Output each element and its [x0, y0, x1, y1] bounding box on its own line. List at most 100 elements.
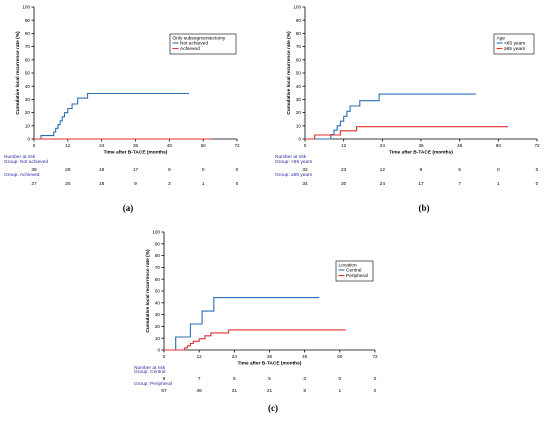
risk-count: 0 — [236, 181, 239, 187]
x-tick-label: 12 — [65, 143, 71, 148]
legend-box — [169, 33, 237, 55]
risk-count: 9 — [163, 376, 166, 382]
risk-group-label: Group: Achieved — [4, 172, 40, 178]
y-tick-label: 90 — [155, 241, 161, 246]
legend-entry: ≥65 years — [504, 46, 526, 52]
x-axis-label: Time after B-TACE (months) — [389, 150, 453, 156]
y-tick-label: 70 — [296, 44, 302, 49]
risk-count: 18 — [99, 181, 105, 187]
risk-count: 9 — [134, 181, 137, 187]
series-line-peripheral — [164, 329, 346, 351]
risk-count: 27 — [31, 181, 37, 187]
risk-count: 39 — [31, 167, 37, 173]
y-tick-label: 40 — [296, 84, 302, 89]
risk-count: 0 — [497, 167, 500, 173]
risk-count: 7 — [198, 376, 201, 382]
risk-count: 1 — [497, 181, 500, 187]
legend-title: Age — [497, 36, 506, 42]
y-tick-label: 10 — [155, 336, 161, 341]
legend-title: Location — [339, 263, 357, 269]
risk-count: 34 — [302, 181, 308, 187]
x-tick-label: 72 — [534, 143, 540, 148]
risk-count: 25 — [65, 181, 71, 187]
y-tick-label: 70 — [25, 44, 31, 49]
y-tick-label: 100 — [22, 5, 30, 10]
legend-box — [335, 260, 374, 282]
x-axis-label: Time after B-TACE (months) — [104, 150, 168, 156]
x-tick-label: 48 — [167, 143, 173, 148]
y-tick-label: 10 — [25, 123, 31, 128]
risk-count: 12 — [380, 167, 386, 173]
risk-group-label: Group: <65 years — [275, 159, 313, 165]
x-tick-label: 48 — [302, 354, 308, 359]
y-tick-label: 30 — [296, 97, 302, 102]
x-tick-label: 24 — [232, 354, 238, 359]
x-tick-label: 36 — [418, 143, 424, 148]
legend-entry: Not achieved — [180, 41, 208, 47]
risk-count: 0 — [202, 167, 205, 173]
y-tick-label: 60 — [25, 57, 31, 62]
risk-count: 5 — [458, 167, 461, 173]
y-tick-label: 50 — [155, 289, 161, 294]
legend-entry: Central — [346, 268, 361, 274]
y-tick-label: 40 — [25, 84, 31, 89]
y-tick-label: 80 — [296, 31, 302, 36]
risk-count: 0 — [236, 167, 239, 173]
risk-count: 9 — [420, 167, 423, 173]
risk-count: 30 — [341, 181, 347, 187]
risk-count: 17 — [133, 167, 139, 173]
y-tick-label: 60 — [296, 57, 302, 62]
x-tick-label: 12 — [341, 143, 347, 148]
x-tick-label: 36 — [133, 143, 139, 148]
risk-count: 0 — [536, 167, 539, 173]
risk-count: 32 — [302, 167, 308, 173]
risk-count: 9 — [168, 167, 171, 173]
y-tick-label: 0 — [27, 137, 30, 142]
y-tick-label: 0 — [157, 348, 160, 353]
risk-group-label: Group: Not achieved — [4, 159, 48, 165]
legend-entry: <65 years — [504, 41, 526, 47]
y-tick-label: 90 — [25, 18, 31, 23]
risk-count: 0 — [338, 376, 341, 382]
risk-table-title: Number at risk — [4, 154, 36, 160]
risk-count: 18 — [99, 167, 105, 173]
x-tick-label: 0 — [33, 143, 36, 148]
y-tick-label: 100 — [152, 230, 160, 235]
panel-label: (b) — [419, 203, 430, 213]
y-tick-label: 10 — [296, 123, 302, 128]
series-line-central — [164, 297, 320, 351]
y-tick-label: 50 — [25, 71, 31, 76]
risk-count: 0 — [374, 388, 377, 394]
y-tick-label: 70 — [155, 265, 161, 270]
x-tick-label: 60 — [337, 354, 343, 359]
risk-group-label: Group: Peripheral — [134, 381, 172, 387]
y-tick-label: 80 — [155, 253, 161, 258]
y-tick-label: 30 — [25, 97, 31, 102]
risk-count: 1 — [202, 181, 205, 187]
x-axis-label: Time after B-TACE (months) — [238, 361, 302, 367]
y-tick-label: 40 — [155, 300, 161, 305]
y-axis-label: Cumulative local recurrence rate (%) — [145, 249, 151, 333]
risk-count: 0 — [374, 376, 377, 382]
legend-entry: Peripheral — [346, 273, 368, 279]
x-tick-label: 0 — [163, 354, 166, 359]
risk-group-label: Group: ≥65 years — [275, 172, 313, 178]
x-tick-label: 12 — [197, 354, 203, 359]
y-axis-label: Cumulative local recurrence rate (%) — [286, 31, 292, 115]
x-tick-label: 36 — [267, 354, 273, 359]
y-tick-label: 0 — [298, 137, 301, 142]
risk-count: 28 — [65, 167, 71, 173]
risk-count: 57 — [161, 388, 167, 394]
risk-count: 7 — [458, 181, 461, 187]
legend-entry: Achieved — [180, 46, 200, 52]
y-axis-label: Cumulative local recurrence rate (%) — [15, 31, 21, 115]
risk-count: 21 — [267, 388, 273, 394]
risk-table-title: Number at risk — [275, 154, 307, 160]
y-tick-label: 80 — [25, 31, 31, 36]
y-tick-label: 60 — [155, 277, 161, 282]
y-tick-label: 20 — [155, 324, 161, 329]
risk-count: 31 — [232, 388, 238, 394]
